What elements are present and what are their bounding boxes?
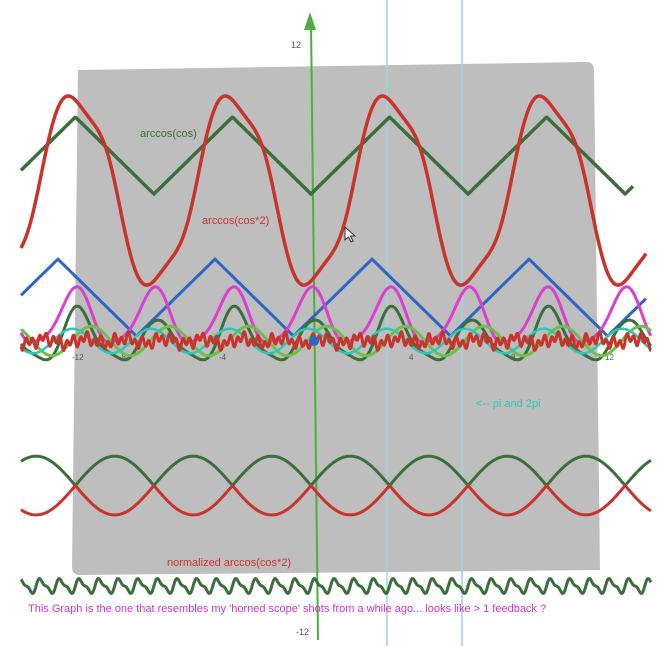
mouse-pointer-icon: [344, 225, 357, 243]
origin-point[interactable]: [309, 336, 319, 346]
label-pi-note: <-- pi and 2pi: [476, 398, 541, 410]
y-axis-arrow: [304, 12, 316, 30]
series-bottom-wiggle-line: [19, 577, 653, 595]
gray-panel: [72, 62, 600, 575]
series-normalized-arccos-cos2-line: [20, 483, 652, 517]
series-arccos-cos-line: [19, 115, 635, 197]
x-tick-label: -8: [119, 353, 127, 362]
y-tick-label-top: 12: [291, 40, 301, 50]
x-tick-label: 12: [605, 353, 614, 362]
x-tick-label: 4: [409, 353, 414, 362]
label-normalized: normalized arccos(cos*2): [167, 557, 291, 569]
label-arccos-cos2: arccos(cos*2): [202, 215, 269, 227]
label-arccos-cos: arccos(cos): [140, 128, 197, 140]
x-tick-label: -4: [219, 353, 227, 362]
x-tick-label: -12: [72, 353, 84, 362]
series-red-noise-line: [19, 329, 652, 353]
series-blue-triangle-line: [19, 257, 648, 338]
series-arccos-cos2-line: [19, 94, 648, 287]
caption-text: This Graph is the one that resembles my …: [28, 603, 546, 615]
y-tick-label-bottom: -12: [296, 627, 309, 637]
